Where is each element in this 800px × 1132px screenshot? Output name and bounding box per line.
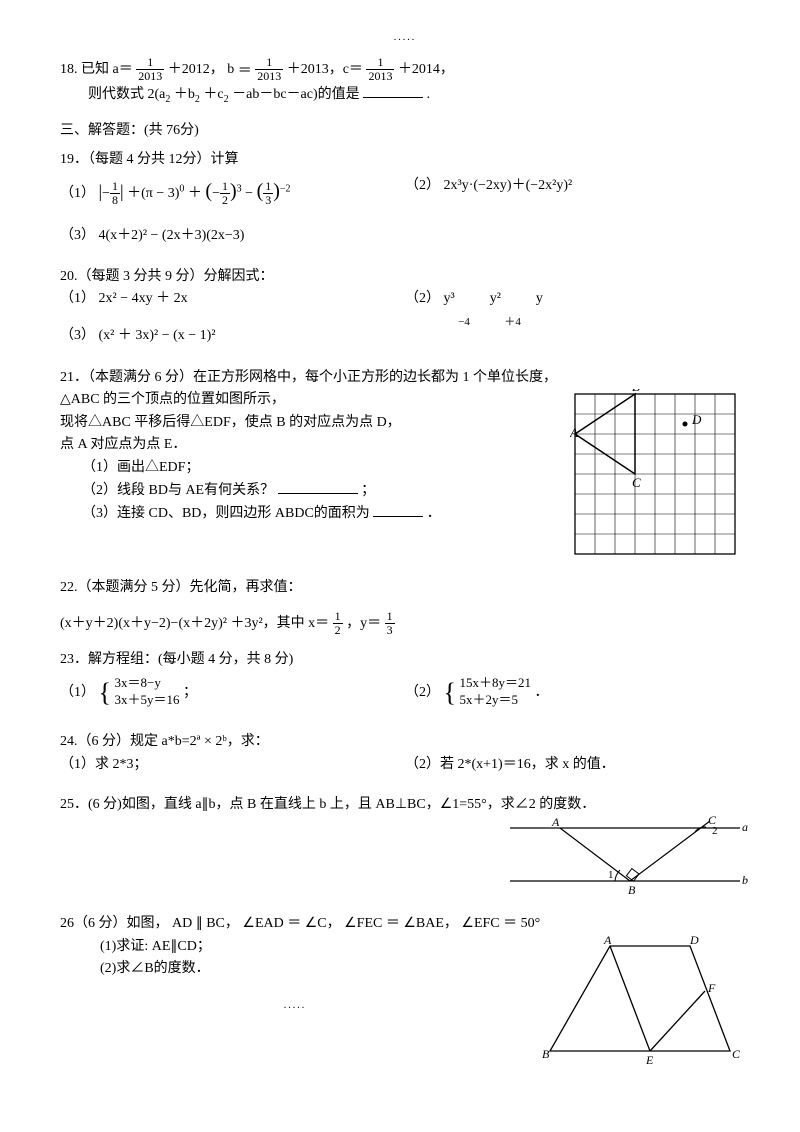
q18-frac-a: 1 2013 [136, 56, 164, 83]
q19-1-plus: ＋(π − 3) [127, 186, 179, 201]
svg-text:2: 2 [712, 825, 718, 837]
q18-line2-mid: ＋b [174, 87, 195, 102]
q19-1-f1: 1 8 [110, 180, 120, 207]
q18-period: . [427, 87, 431, 102]
svg-text:F: F [707, 981, 716, 995]
q22-frac-y: 1 3 [385, 610, 395, 637]
q19-1-plus2: ＋ [188, 186, 202, 201]
q19-3-expr: 4(x＋2)² − (2x＋3)(2x−3) [99, 228, 245, 243]
q21-i2-post: ； [361, 483, 375, 498]
q18-blank [363, 83, 423, 98]
problem-25: 25．(6 分)如图，直线 a∥b，点 B 在直线上 b 上，且 AB⊥BC，∠… [60, 794, 750, 901]
svg-text:C: C [632, 475, 641, 490]
q21-i2-pre: （2）线段 BD与 AE有何关系？ [82, 483, 274, 498]
q19-2-expr: 2x³y·(−2xy)＋(−2x²y)² [444, 178, 573, 193]
q20-3-expr: (x² ＋ 3x)² − (x − 1)² [99, 328, 216, 343]
q25-figure: A B C a b 1 2 [500, 816, 750, 901]
svg-text:A: A [551, 816, 560, 829]
problem-24: 24.（6 分）规定 a*b=2ª × 2ᵇ，求： （1）求 2*3； （2）若… [60, 731, 750, 776]
q18-text-a-tail: ＋2012， [168, 62, 224, 77]
q26-head-ad: AD ∥ BC， [172, 916, 239, 931]
q18-text-c-tail: ＋2014， [398, 62, 454, 77]
q22-frac-x: 1 2 [333, 610, 343, 637]
q21-i3-post: ． [427, 506, 441, 521]
section-3-header: 三、解答题：(共 76分) [60, 120, 750, 142]
q21-head: 21．（本题满分 6 分）在正方形网格中，每个小正方形的边长都为 1 个单位长度… [60, 367, 750, 389]
q20-head: 20.（每题 3 分共 9 分）分解因式： [60, 266, 750, 288]
svg-text:A: A [603, 936, 612, 947]
problem-21: 21．（本题满分 6 分）在正方形网格中，每个小正方形的边长都为 1 个单位长度… [60, 367, 750, 559]
q22-head: 22.（本题满分 5 分）先化简，再求值： [60, 577, 750, 599]
q20-1-expr: 2x² − 4xy ＋ 2x [99, 291, 188, 306]
q21-i3-pre: （3）连接 CD、BD，则四边形 ABDC的面积为 [82, 506, 370, 521]
q21-i3-blank [373, 502, 423, 517]
problem-18: 18. 已知 a＝ 1 2013 ＋2012， b ＝ 1 2013 ＋2013… [60, 56, 750, 108]
q25-head: 25．(6 分)如图，直线 a∥b，点 B 在直线上 b 上，且 AB⊥BC，∠… [60, 794, 750, 816]
q18-frac-b: 1 2013 [255, 56, 283, 83]
q23-1-label: （1） [60, 685, 95, 700]
q18-line2-mid2: ＋c [203, 87, 223, 102]
q20-2-label: （2） [405, 291, 440, 306]
q19-1-label: （1） [60, 186, 95, 201]
problem-19: 19．（每题 4 分共 12分）计算 （1） |− 1 8 | ＋(π − 3)… [60, 149, 750, 248]
svg-text:B: B [628, 883, 636, 897]
svg-text:B: B [632, 389, 640, 394]
svg-text:b: b [742, 873, 748, 887]
q20-1-label: （1） [60, 291, 95, 306]
q20-3-label: （3） [60, 328, 95, 343]
svg-text:1: 1 [608, 869, 614, 881]
q23-head: 23．解方程组：(每小题 4 分，共 8 分) [60, 649, 750, 671]
q24-2: （2）若 2*(x+1)＝16，求 x 的值． [405, 754, 750, 776]
svg-text:E: E [645, 1053, 654, 1066]
q26-head-ang: ∠EAD ＝ ∠C， ∠FEC ＝ ∠BAE， ∠EFC ＝ 50° [242, 916, 540, 931]
q19-1-minus: − [245, 186, 253, 201]
q18-text1: 18. 已知 a＝ [60, 62, 136, 77]
q22-y-pre: ，y＝ [346, 616, 381, 631]
q18-line2-pre: 则代数式 2(a [88, 87, 165, 102]
q19-2-label: （2） [405, 178, 440, 193]
q26-head-pre: 26（6 分）如图， [60, 916, 169, 931]
top-dots: ..... [60, 30, 750, 46]
q19-3-label: （3） [60, 228, 95, 243]
problem-22: 22.（本题满分 5 分）先化简，再求值： (x＋y＋2)(x＋y−2)−(x＋… [60, 577, 750, 637]
svg-text:B: B [542, 1047, 550, 1061]
svg-text:D: D [691, 412, 702, 427]
q18-frac-c: 1 2013 [366, 56, 394, 83]
problem-23: 23．解方程组：(每小题 4 分，共 8 分) （1） { 3x＝8−y 3x＋… [60, 649, 750, 713]
svg-text:a: a [742, 820, 748, 834]
problem-26: 26（6 分）如图， AD ∥ BC， ∠EAD ＝ ∠C， ∠FEC ＝ ∠B… [60, 913, 750, 980]
q19-1-f3: 1 3 [263, 180, 273, 207]
q23-2-label: （2） [405, 685, 440, 700]
q22-expr: (x＋y＋2)(x＋y−2)−(x＋2y)² ＋3y²，其中 x＝ [60, 616, 329, 631]
svg-text:A: A [570, 425, 578, 440]
q21-i2-blank [278, 479, 358, 494]
svg-text:D: D [689, 936, 699, 947]
q24-1: （1）求 2*3； [60, 754, 405, 776]
q18-b: b [227, 62, 234, 77]
q26-figure: A D B C E F [540, 936, 750, 1066]
svg-text:C: C [732, 1047, 741, 1061]
q24-head: 24.（6 分）规定 a*b=2ª × 2ᵇ，求： [60, 731, 750, 753]
q18-line2-tail: －ab－bc－ac)的值是 [232, 87, 360, 102]
problem-20: 20.（每题 3 分共 9 分）分解因式： （1） 2x² − 4xy ＋ 2x… [60, 266, 750, 347]
q21-grid-figure: A B C D [570, 389, 750, 559]
q18-text-b-tail: ＋2013，c＝ [287, 62, 367, 77]
q19-head: 19．（每题 4 分共 12分）计算 [60, 149, 750, 171]
q19-1-f2: 1 2 [220, 180, 230, 207]
